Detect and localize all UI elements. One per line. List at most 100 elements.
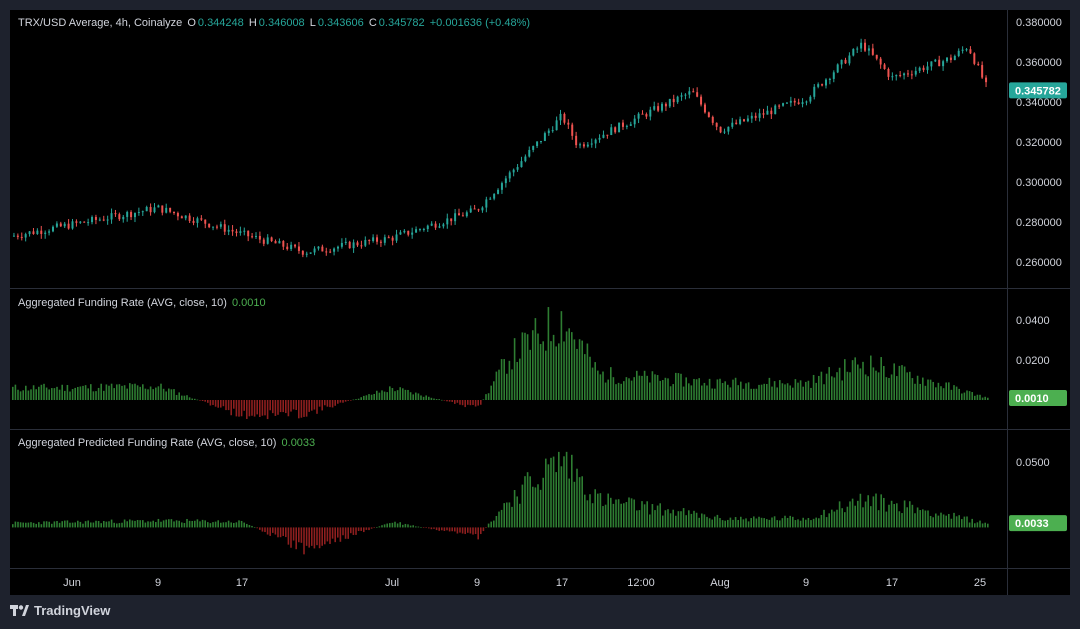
histogram-bar — [979, 520, 981, 528]
histogram-bar — [651, 504, 654, 528]
candle-body — [692, 91, 695, 93]
time-axis[interactable]: Jun 9 17 Jul 9 17 12:00 Aug 9 17 25 — [63, 577, 986, 589]
histogram-bar — [376, 527, 378, 528]
histogram-bar — [914, 513, 916, 528]
histogram-bar — [92, 522, 95, 528]
candle-body — [805, 101, 808, 103]
histogram-bar — [175, 394, 178, 400]
candle-body — [860, 42, 863, 49]
histogram-bar — [251, 525, 253, 528]
histogram-bar — [100, 383, 102, 400]
predicted-pane[interactable] — [12, 451, 989, 555]
candle-body — [434, 223, 437, 228]
histogram-bar — [539, 344, 542, 400]
histogram-bar — [123, 385, 126, 400]
histogram-bar — [864, 374, 867, 400]
price-pane[interactable] — [12, 38, 988, 258]
candle-body — [735, 122, 738, 124]
histogram-bar — [183, 395, 186, 400]
histogram-bar — [157, 386, 160, 400]
candle-body — [856, 48, 859, 50]
histogram-bar — [261, 400, 264, 416]
histogram-bar — [532, 330, 534, 400]
histogram-bar — [537, 333, 539, 400]
histogram-bar — [836, 509, 838, 528]
tradingview-logo[interactable]: TradingView — [10, 603, 110, 618]
histogram-bar — [110, 383, 113, 400]
histogram-bar — [909, 501, 911, 528]
histogram-bar — [779, 380, 781, 400]
candle-body — [348, 241, 351, 249]
funding-pane[interactable] — [12, 307, 989, 420]
tradingview-icon — [10, 604, 29, 616]
histogram-bar — [43, 521, 45, 528]
candle-body — [262, 239, 265, 244]
candle-body — [899, 75, 902, 77]
histogram-bar — [766, 519, 768, 528]
histogram-bar — [90, 522, 92, 528]
candle-body — [407, 230, 410, 235]
histogram-bar — [893, 363, 895, 400]
histogram-bar — [940, 386, 942, 400]
histogram-bar — [763, 383, 765, 400]
histogram-bar — [937, 515, 940, 528]
histogram-bar — [781, 383, 784, 400]
candle-body — [290, 244, 293, 250]
histogram-bar — [251, 400, 253, 416]
histogram-bar — [711, 519, 713, 528]
candle-body — [442, 224, 445, 227]
histogram-bar — [859, 368, 862, 400]
histogram-bar — [716, 514, 719, 528]
candle-body — [930, 61, 933, 67]
histogram-bar — [529, 476, 531, 528]
histogram-bar — [266, 527, 269, 535]
predicted-legend[interactable]: Aggregated Predicted Funding Rate (AVG, … — [18, 437, 317, 449]
candle-body — [844, 59, 847, 64]
histogram-bar — [87, 520, 89, 528]
histogram-bar — [300, 527, 303, 543]
predicted-value: 0.0033 — [281, 437, 316, 449]
histogram-bar — [490, 385, 492, 400]
histogram-bar — [342, 400, 344, 403]
histogram-bar — [285, 527, 287, 538]
histogram-bar — [846, 371, 849, 400]
histogram-bar — [838, 367, 841, 400]
histogram-bar — [422, 527, 425, 529]
histogram-bar — [571, 332, 573, 400]
funding-legend[interactable]: Aggregated Funding Rate (AVG, close, 10)… — [18, 297, 268, 309]
candle-body — [426, 225, 429, 230]
candle-body — [957, 50, 960, 56]
histogram-bar — [386, 523, 388, 528]
histogram-bar — [591, 367, 594, 400]
histogram-bar — [792, 387, 794, 400]
histogram-bar — [350, 527, 352, 534]
histogram-bar — [116, 384, 118, 400]
histogram-bar — [617, 382, 620, 400]
histogram-bar — [716, 379, 719, 400]
candle-body — [739, 119, 742, 124]
histogram-bar — [924, 385, 927, 400]
price-legend[interactable]: TRX/USD Average, 4h, Coinalyze O 0.344248… — [18, 17, 532, 29]
histogram-bar — [43, 383, 45, 400]
histogram-bar — [750, 388, 752, 400]
histogram-bar — [464, 527, 466, 535]
histogram-bar — [428, 527, 430, 529]
histogram-bar — [942, 514, 945, 528]
candle-body — [133, 212, 136, 218]
histogram-bar — [339, 400, 342, 403]
histogram-bar — [695, 512, 698, 528]
histogram-bar — [971, 518, 973, 528]
candle-body — [965, 49, 968, 51]
histogram-bar — [924, 510, 927, 528]
histogram-bar — [984, 522, 986, 528]
histogram-bar — [459, 527, 461, 533]
histogram-bar — [906, 507, 908, 528]
price-axis[interactable]: 0.380000 0.360000 0.340000 0.320000 0.300000… — [1009, 17, 1067, 532]
histogram-bar — [199, 521, 201, 528]
histogram-bar — [386, 392, 388, 400]
histogram-bar — [703, 382, 706, 400]
candle-body — [59, 223, 62, 227]
candle-body — [344, 241, 347, 243]
candle-body — [24, 234, 27, 238]
